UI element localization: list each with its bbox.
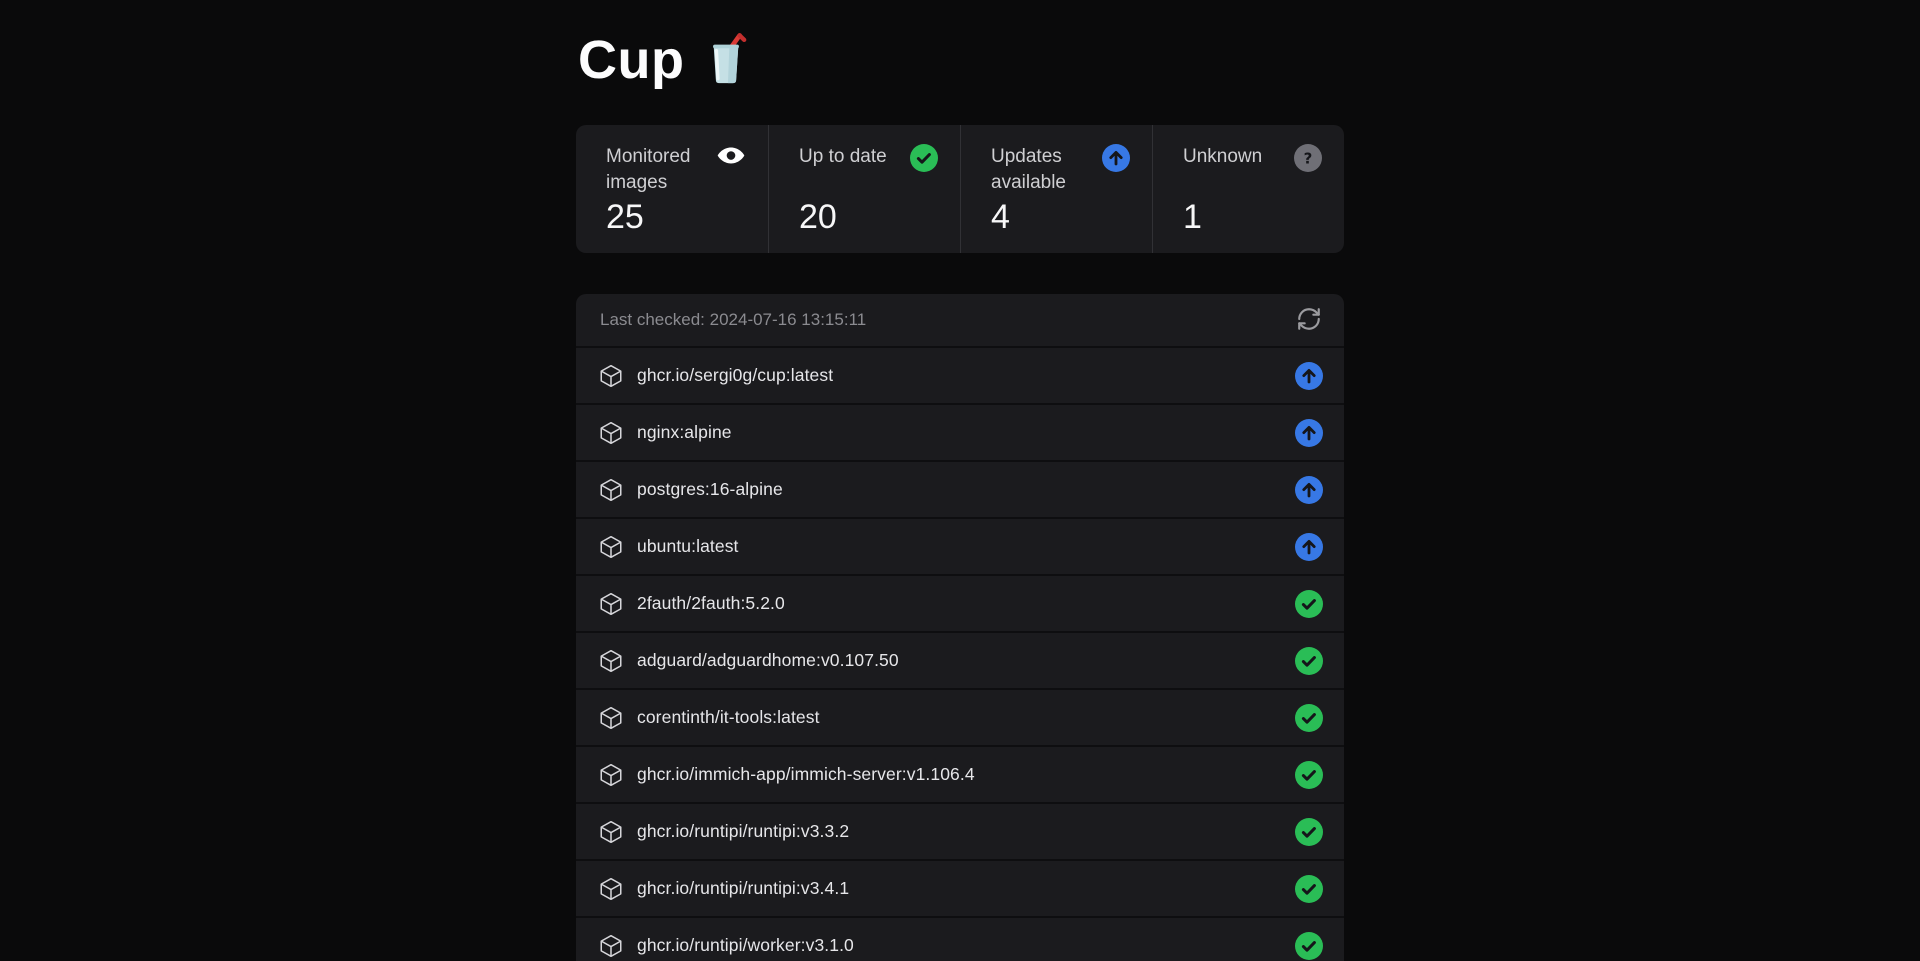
stat-card: Monitored images 25 (576, 125, 768, 253)
stat-value: 1 (1183, 198, 1202, 236)
image-row: ghcr.io/runtipi/runtipi:v3.3.2 (576, 802, 1344, 859)
package-icon (598, 762, 624, 788)
cup-app: Cup Monitored images 25 Up to date 20 (576, 28, 1344, 961)
arrow-up-circle-icon (1102, 144, 1130, 172)
eye-icon (716, 144, 746, 167)
package-icon (598, 420, 624, 446)
stat-label: Updates available (991, 146, 1066, 193)
question-circle-icon: ? (1294, 144, 1322, 172)
check-circle-icon (1295, 760, 1323, 789)
image-name: ghcr.io/runtipi/runtipi:v3.3.2 (637, 821, 850, 841)
image-name: nginx:alpine (637, 422, 732, 442)
cup-with-straw-icon (700, 30, 752, 92)
image-row: nginx:alpine (576, 403, 1344, 460)
package-icon (598, 363, 624, 389)
image-name: ghcr.io/runtipi/runtipi:v3.4.1 (637, 878, 850, 898)
image-name: 2fauth/2fauth:5.2.0 (637, 593, 785, 613)
image-row: ghcr.io/sergi0g/cup:latest (576, 346, 1344, 403)
package-icon (598, 648, 624, 674)
arrow-up-circle-icon (1295, 532, 1323, 561)
image-name: ghcr.io/sergi0g/cup:latest (637, 365, 834, 385)
package-icon (598, 534, 624, 560)
package-icon (598, 591, 624, 617)
image-name: corentinth/it-tools:latest (637, 707, 820, 727)
package-icon (598, 705, 624, 731)
image-name: ghcr.io/runtipi/worker:v3.1.0 (637, 935, 854, 955)
app-header: Cup (576, 28, 1344, 93)
refresh-button[interactable] (1296, 306, 1322, 335)
stat-label: Monitored images (606, 146, 691, 193)
arrow-up-circle-icon (1295, 475, 1323, 504)
stat-value: 4 (991, 198, 1010, 236)
image-name: ghcr.io/immich-app/immich-server:v1.106.… (637, 764, 975, 784)
arrow-up-circle-icon (1295, 361, 1323, 390)
refresh-icon (1296, 306, 1322, 335)
stat-card: Updates available 4 (960, 125, 1152, 253)
image-row: ghcr.io/runtipi/worker:v3.1.0 (576, 916, 1344, 961)
package-icon (598, 819, 624, 845)
page-title: Cup (578, 30, 685, 90)
stat-value: 20 (799, 198, 837, 236)
image-row: postgres:16-alpine (576, 460, 1344, 517)
image-row: corentinth/it-tools:latest (576, 688, 1344, 745)
stat-card: Up to date 20 (768, 125, 960, 253)
image-name: adguard/adguardhome:v0.107.50 (637, 650, 899, 670)
image-name: postgres:16-alpine (637, 479, 783, 499)
svg-text:?: ? (1304, 150, 1313, 168)
image-row: ubuntu:latest (576, 517, 1344, 574)
stat-card: Unknown ? 1 (1152, 125, 1344, 253)
stats-bar: Monitored images 25 Up to date 20 Update… (576, 125, 1344, 253)
check-circle-icon (910, 144, 938, 172)
check-circle-icon (1295, 874, 1323, 903)
image-list: ghcr.io/sergi0g/cup:latest nginx:alpine … (576, 346, 1344, 961)
check-circle-icon (1295, 646, 1323, 675)
check-circle-icon (1295, 817, 1323, 846)
image-name: ubuntu:latest (637, 536, 739, 556)
stat-value: 25 (606, 198, 644, 236)
check-circle-icon (1295, 931, 1323, 960)
stat-label: Unknown (1183, 146, 1263, 167)
arrow-up-circle-icon (1295, 418, 1323, 447)
package-icon (598, 876, 624, 902)
image-row: ghcr.io/runtipi/runtipi:v3.4.1 (576, 859, 1344, 916)
package-icon (598, 933, 624, 959)
check-circle-icon (1295, 703, 1323, 732)
image-row: adguard/adguardhome:v0.107.50 (576, 631, 1344, 688)
package-icon (598, 477, 624, 503)
image-row: ghcr.io/immich-app/immich-server:v1.106.… (576, 745, 1344, 802)
check-circle-icon (1295, 589, 1323, 618)
last-checked-text: Last checked: 2024-07-16 13:15:11 (600, 310, 867, 329)
images-panel: Last checked: 2024-07-16 13:15:11 g (576, 294, 1344, 961)
panel-header: Last checked: 2024-07-16 13:15:11 (576, 294, 1344, 346)
image-row: 2fauth/2fauth:5.2.0 (576, 574, 1344, 631)
stat-label: Up to date (799, 146, 887, 167)
